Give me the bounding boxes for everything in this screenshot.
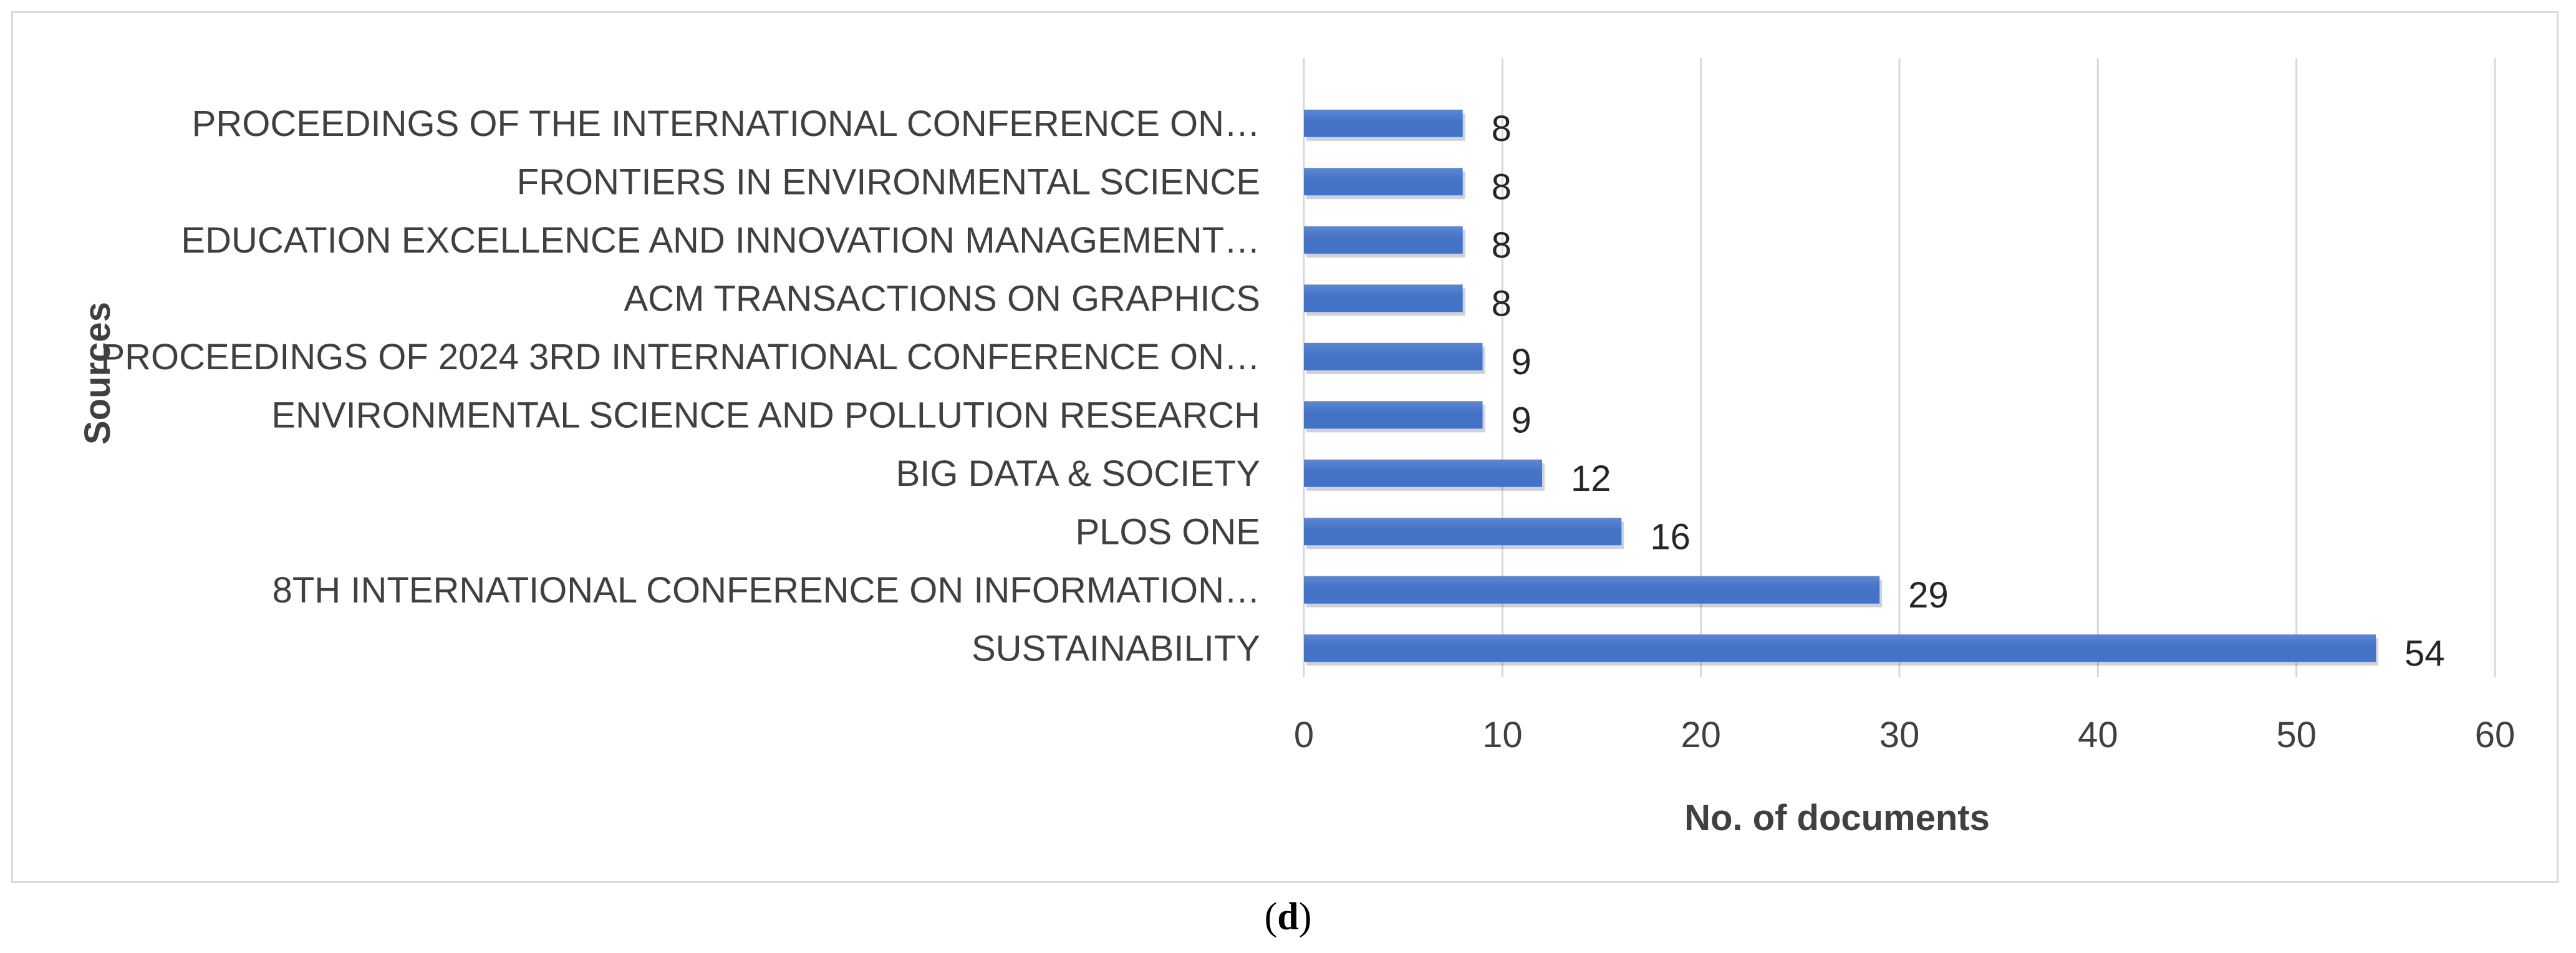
bar (1304, 518, 1622, 546)
category-label: ACM TRANSACTIONS ON GRAPHICS (624, 278, 1261, 319)
labels: 0 10 20 30 40 50 60 SUSTAINABILITY 54 8TH INTERNA… (100, 104, 2515, 755)
bar (1304, 284, 1463, 312)
subcaption-open-paren: ( (1264, 896, 1278, 938)
data-label: 16 (1650, 516, 1691, 557)
gridlines (1303, 58, 2496, 677)
bar (1304, 459, 1542, 487)
bar (1304, 168, 1463, 196)
x-tick-label: 30 (1879, 715, 1920, 755)
x-tick-label: 50 (2276, 715, 2317, 755)
x-tick-label: 10 (1482, 715, 1523, 755)
bar-chart: 0 10 20 30 40 50 60 SUSTAINABILITY 54 8TH INTERNA… (77, 58, 2515, 838)
y-axis-title: Sources (77, 302, 118, 445)
x-tick-label: 0 (1294, 715, 1314, 755)
data-label: 9 (1512, 400, 1532, 440)
bar (1304, 634, 2376, 662)
category-label: FRONTIERS IN ENVIRONMENTAL SCIENCE (517, 162, 1260, 202)
data-label: 8 (1492, 283, 1512, 324)
data-label: 8 (1492, 167, 1512, 207)
category-label: SUSTAINABILITY (972, 628, 1260, 669)
bar (1304, 401, 1483, 429)
x-tick-label: 20 (1681, 715, 1721, 755)
bar (1304, 342, 1483, 370)
data-label: 29 (1908, 575, 1949, 616)
subcaption-letter: d (1277, 896, 1299, 938)
bar (1304, 576, 1880, 604)
category-label: EDUCATION EXCELLENCE AND INNOVATION MANA… (181, 220, 1260, 261)
category-label: PLOS ONE (1075, 511, 1260, 552)
category-label: ENVIRONMENTAL SCIENCE AND POLLUTION RESE… (271, 395, 1260, 435)
x-tick-label: 40 (2078, 715, 2118, 755)
x-tick-label: 60 (2475, 715, 2516, 755)
figure-subcaption: (d) (0, 895, 2576, 939)
x-axis-title: No. of documents (1684, 798, 1990, 838)
data-label: 9 (1512, 342, 1532, 382)
data-label: 8 (1492, 225, 1512, 266)
data-label: 54 (2405, 633, 2445, 674)
data-label: 12 (1571, 458, 1611, 499)
subcaption-close-paren: ) (1298, 896, 1312, 938)
bar (1304, 109, 1463, 137)
category-label: PROCEEDINGS OF THE INTERNATIONAL CONFERE… (192, 104, 1260, 144)
chart-frame: 0 10 20 30 40 50 60 SUSTAINABILITY 54 8TH INTERNA… (11, 11, 2559, 883)
category-label: BIG DATA & SOCIETY (896, 453, 1260, 494)
bars (1304, 109, 2378, 666)
data-label: 8 (1492, 109, 1512, 149)
category-label: PROCEEDINGS OF 2024 3RD INTERNATIONAL CO… (100, 337, 1260, 377)
bar (1304, 226, 1463, 254)
category-label: 8TH INTERNATIONAL CONFERENCE ON INFORMAT… (273, 570, 1260, 611)
